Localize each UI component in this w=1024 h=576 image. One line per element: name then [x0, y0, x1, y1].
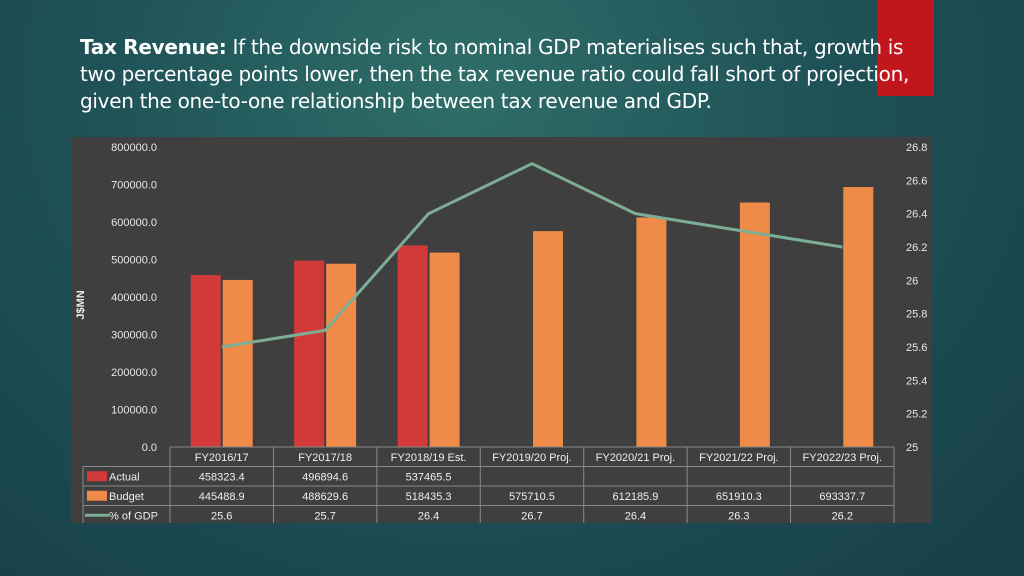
bar-budget — [429, 252, 460, 447]
y2-tick-label: 25.6 — [906, 342, 927, 354]
table-value: 651910.3 — [716, 491, 762, 503]
table-value: 26.4 — [625, 510, 646, 522]
y-tick-label: 500000.0 — [111, 255, 157, 267]
table-value: 488629.6 — [302, 491, 348, 503]
y2-tick-label: 26.2 — [906, 242, 927, 254]
y2-tick-label: 26.6 — [906, 175, 927, 187]
y-tick-label: 700000.0 — [111, 180, 157, 192]
y-tick-label: 300000.0 — [111, 330, 157, 342]
bar-budget — [843, 186, 874, 448]
bar-budget — [326, 263, 357, 447]
bar-budget — [739, 202, 770, 447]
x-category-label: FY2020/21 Proj. — [596, 452, 676, 464]
x-category-label: FY2017/18 — [298, 452, 352, 464]
combo-chart: 0.0 100000.0 200000.0 300000.0 400000.0 50000… — [75, 142, 927, 523]
y2-tick-label: 26.8 — [906, 142, 927, 154]
table-value: 26.7 — [521, 510, 542, 522]
y2-tick-label: 25.2 — [906, 409, 927, 421]
table-value: 458323.4 — [199, 471, 245, 483]
x-category-label: FY2018/19 Est. — [391, 452, 467, 464]
table-value: 496894.6 — [302, 471, 348, 483]
y-axis-label: J$MN — [75, 290, 87, 319]
table-value: 25.6 — [211, 510, 232, 522]
bar-actual — [294, 260, 325, 447]
y2-tick-label: 26.4 — [906, 209, 927, 221]
y-tick-label: 100000.0 — [111, 405, 157, 417]
bar-actual — [397, 245, 428, 447]
y2-tick-label: 25 — [906, 442, 918, 454]
legend-key-actual — [87, 471, 107, 482]
y2-tick-label: 25.8 — [906, 309, 927, 321]
chart-panel: 0.0 100000.0 200000.0 300000.0 400000.0 50000… — [71, 137, 932, 523]
bar-budget — [533, 231, 563, 447]
table-value: 612185.9 — [612, 491, 658, 503]
x-category-label: FY2021/22 Proj. — [699, 452, 779, 464]
table-value: 693337.7 — [819, 491, 865, 503]
bar-actual — [190, 275, 221, 447]
legend-key-budget — [87, 490, 107, 501]
table-value: 25.7 — [314, 510, 335, 522]
slide-title: Tax Revenue: If the downside risk to nom… — [80, 34, 940, 115]
table-value: 518435.3 — [406, 491, 452, 503]
x-category-label: FY2016/17 — [195, 452, 249, 464]
bar-budget — [222, 279, 253, 447]
table-value: 537465.5 — [406, 471, 452, 483]
legend-label: Budget — [109, 491, 144, 503]
accent-bar — [877, 0, 934, 96]
x-category-label: FY2019/20 Proj. — [492, 452, 572, 464]
y-tick-label: 800000.0 — [111, 142, 157, 154]
y-tick-label: 600000.0 — [111, 217, 157, 229]
y2-tick-label: 25.4 — [906, 375, 927, 387]
table-value: 445488.9 — [199, 491, 245, 503]
y2-tick-label: 26 — [906, 275, 918, 287]
bar-budget — [636, 217, 667, 447]
title-text: If the downside risk to nominal GDP mate… — [80, 35, 910, 113]
legend-label: % of GDP — [109, 510, 158, 522]
table-value: 26.4 — [418, 510, 439, 522]
table-value: 575710.5 — [509, 491, 555, 503]
x-category-label: FY2022/23 Proj. — [803, 452, 883, 464]
legend-label: Actual — [109, 471, 140, 483]
y-tick-label: 200000.0 — [111, 367, 157, 379]
table-value: 26.3 — [728, 510, 749, 522]
y-tick-label: 0.0 — [142, 442, 157, 454]
table-value: 26.2 — [832, 510, 853, 522]
y-tick-label: 400000.0 — [111, 292, 157, 304]
title-lead: Tax Revenue: — [80, 35, 227, 59]
line-pct-gdp — [221, 162, 843, 349]
